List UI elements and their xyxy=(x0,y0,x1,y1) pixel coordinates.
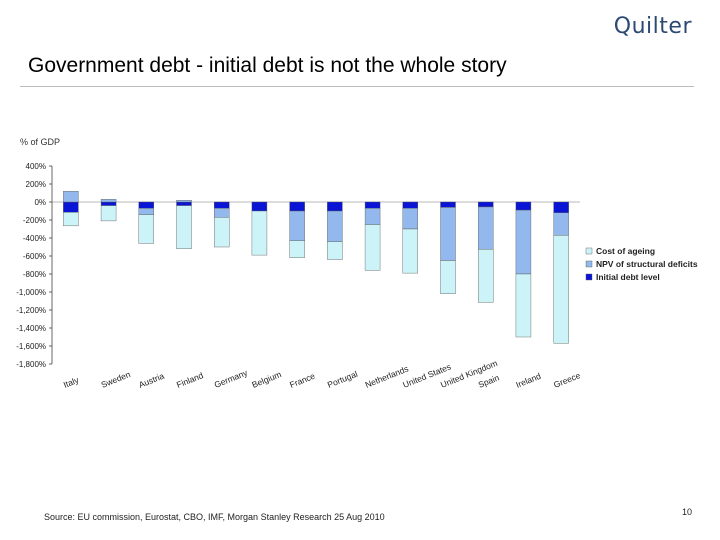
x-tick-label: Ireland xyxy=(514,371,542,390)
y-tick-label: -800% xyxy=(23,270,46,279)
bar-segment-austria xyxy=(138,208,154,215)
bar-segment-finland xyxy=(176,205,192,250)
bar-segment-spain xyxy=(478,249,494,303)
bar-segment-austria xyxy=(138,201,154,209)
x-tick-label: Sweden xyxy=(100,369,132,390)
brand-logo: Quilter xyxy=(613,14,692,39)
legend-label: Initial debt level xyxy=(596,272,660,282)
bar-segment-united-states xyxy=(402,228,418,274)
bar-segment-united-kingdom xyxy=(440,260,456,294)
source-note: Source: EU commission, Eurostat, CBO, IM… xyxy=(44,512,385,522)
bar-segment-united-states xyxy=(402,201,418,209)
bar-segment-italy xyxy=(63,212,79,227)
bar-segment-germany xyxy=(214,217,230,248)
legend-swatch xyxy=(585,247,593,255)
bar-segment-germany xyxy=(214,201,230,209)
bar-segment-france xyxy=(289,210,305,241)
x-tick-label: Austria xyxy=(137,371,166,390)
bar-segment-ireland xyxy=(515,201,532,211)
y-tick-label: -1,200% xyxy=(16,306,46,315)
x-tick-label: Portugal xyxy=(326,369,359,390)
y-tick-label: 200% xyxy=(26,180,46,189)
bar-segment-austria xyxy=(138,214,154,244)
x-tick-label: Italy xyxy=(62,374,81,389)
page-number: 10 xyxy=(681,507,692,517)
bar-segment-ireland xyxy=(515,273,532,338)
bar-segment-spain xyxy=(478,206,494,250)
x-tick-label: Finland xyxy=(175,370,205,390)
y-tick-label: -200% xyxy=(23,216,46,225)
bar-segment-united-kingdom xyxy=(440,201,456,208)
legend-label: NPV of structural deficits xyxy=(596,259,698,269)
bar-segment-sweden xyxy=(100,199,117,203)
y-tick-label: -600% xyxy=(23,252,46,261)
bar-segment-italy xyxy=(63,201,79,213)
bar-segment-portugal xyxy=(327,201,343,212)
x-tick-label: France xyxy=(288,371,317,390)
bar-segment-france xyxy=(289,240,305,258)
bar-segment-italy xyxy=(63,190,79,203)
y-tick-label: -1,600% xyxy=(16,342,46,351)
bar-segment-greece xyxy=(553,201,569,214)
bar-segment-germany xyxy=(214,208,230,218)
bar-segment-portugal xyxy=(327,210,343,242)
y-tick-label: -400% xyxy=(23,234,46,243)
bar-segment-finland xyxy=(176,199,192,203)
bar-segment-sweden xyxy=(100,205,117,222)
x-tick-label: Greece xyxy=(552,370,582,390)
bar-segment-spain xyxy=(478,201,494,208)
legend-label: Cost of ageing xyxy=(596,246,655,256)
y-tick-label: -1,400% xyxy=(16,324,46,333)
x-tick-label: Germany xyxy=(213,367,250,390)
bar-segment-ireland xyxy=(515,209,532,275)
title-divider xyxy=(20,86,694,87)
bar-segment-belgium xyxy=(251,210,268,256)
y-tick-label: 400% xyxy=(26,162,46,171)
bar-segment-united-states xyxy=(402,208,418,230)
legend-swatch xyxy=(585,260,593,268)
bar-segment-france xyxy=(289,201,305,212)
bar-segment-netherlands xyxy=(364,224,381,271)
y-tick-label: 0% xyxy=(34,198,46,207)
bar-segment-portugal xyxy=(327,241,343,260)
legend-swatch xyxy=(585,273,593,281)
bar-segment-greece xyxy=(553,235,569,344)
x-tick-label: Spain xyxy=(477,372,501,390)
y-tick-label: -1,000% xyxy=(16,288,46,297)
bar-segment-netherlands xyxy=(364,208,381,225)
slide-title: Government debt - initial debt is not th… xyxy=(28,54,507,77)
bar-segment-greece xyxy=(553,212,569,236)
bar-segment-belgium xyxy=(251,201,268,212)
y-axis-unit-label: % of GDP xyxy=(20,137,61,147)
bar-segment-sweden xyxy=(100,201,117,206)
bar-segment-united-kingdom xyxy=(440,207,456,261)
bar-segment-netherlands xyxy=(364,201,381,209)
x-tick-label: Belgium xyxy=(250,369,282,390)
y-tick-label: -1,800% xyxy=(16,360,46,369)
bar-segment-finland xyxy=(176,201,192,206)
